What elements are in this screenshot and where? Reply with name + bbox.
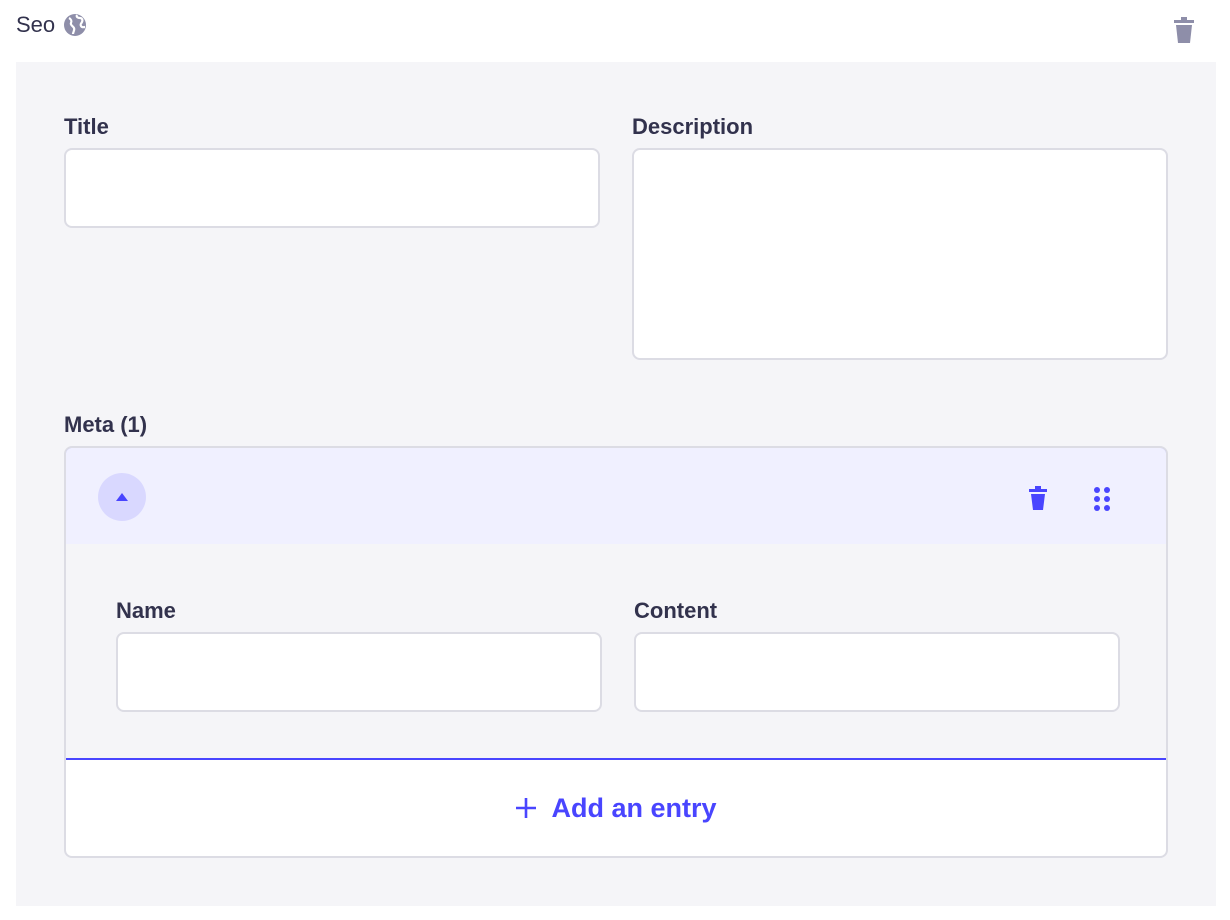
content-label: Content xyxy=(634,598,718,623)
component-header: Seo xyxy=(16,12,87,38)
trash-icon[interactable] xyxy=(1028,486,1048,510)
meta-entry-header xyxy=(66,448,1166,544)
delete-component-icon[interactable] xyxy=(1174,17,1194,43)
meta-repeatable: Name Content Add an entry xyxy=(64,446,1168,858)
name-input[interactable] xyxy=(116,632,602,712)
collapse-button[interactable] xyxy=(98,473,146,521)
description-textarea[interactable] xyxy=(632,148,1168,360)
content-input[interactable] xyxy=(634,632,1120,712)
meta-entry: Name Content xyxy=(66,448,1166,760)
globe-icon xyxy=(64,14,87,36)
plus-icon xyxy=(516,798,537,818)
chevron-up-icon xyxy=(116,493,128,501)
name-label: Name xyxy=(116,598,176,623)
add-entry-button[interactable]: Add an entry xyxy=(66,760,1166,856)
component-title: Seo xyxy=(16,12,56,37)
title-input[interactable] xyxy=(64,148,600,228)
description-label: Description xyxy=(632,114,754,139)
add-entry-label: Add an entry xyxy=(551,792,717,823)
title-label: Title xyxy=(64,114,109,139)
meta-label: Meta (1) xyxy=(64,412,148,437)
drag-handle-icon[interactable] xyxy=(1092,486,1112,512)
